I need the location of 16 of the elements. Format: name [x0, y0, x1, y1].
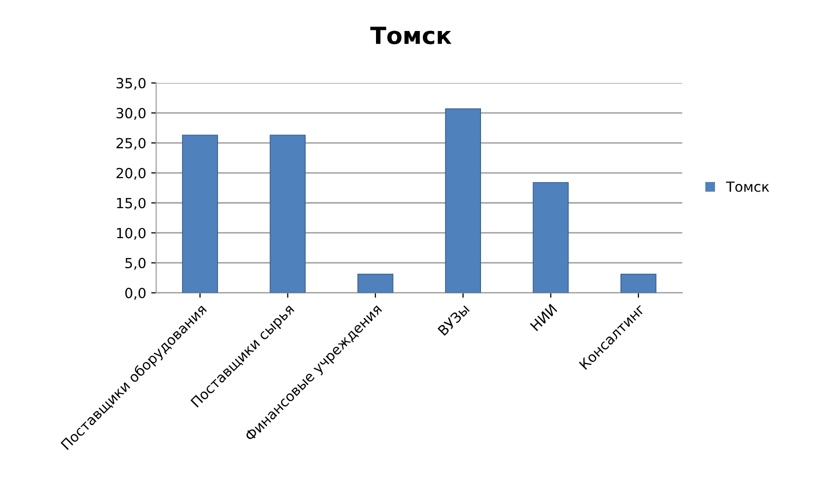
y-tick-label: 0,0 [125, 288, 146, 300]
y-tick-label: 10,0 [117, 228, 146, 240]
y-tick-label: 30,0 [116, 108, 146, 120]
bar [357, 274, 394, 293]
y-tick-label: 5,0 [125, 258, 146, 270]
chart-title: Томск [370, 26, 452, 44]
y-tick-label: 35,0 [116, 78, 146, 90]
bar [182, 134, 218, 293]
bar [445, 108, 482, 293]
bar [532, 182, 569, 293]
y-tick-label: 25,0 [116, 138, 146, 150]
y-tick-label: 20,0 [116, 168, 146, 180]
bar [270, 134, 306, 293]
legend-label: Томск [726, 182, 770, 192]
bar [620, 274, 656, 293]
y-tick-label: 15,0 [117, 198, 146, 210]
